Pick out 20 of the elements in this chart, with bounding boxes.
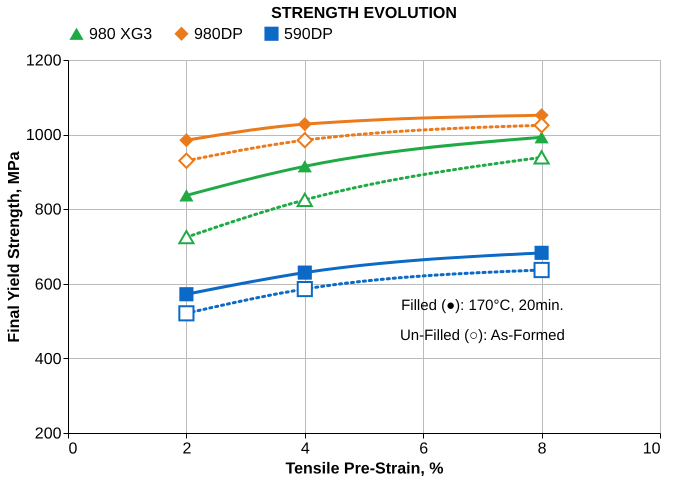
y-tick-label: 1000 bbox=[26, 127, 62, 144]
x-tick-label: 8 bbox=[538, 440, 547, 458]
y-tick-label: 800 bbox=[34, 202, 62, 219]
y-tick-label: 600 bbox=[34, 276, 62, 294]
x-tick-label: 0 bbox=[68, 440, 78, 458]
annotation: Un-Filled (○): As-Formed bbox=[400, 326, 565, 344]
legend-label: 590DP bbox=[284, 26, 333, 43]
x-axis-title: Tensile Pre-Strain, % bbox=[286, 460, 444, 478]
y-tick-label: 400 bbox=[34, 350, 62, 368]
y-tick-label: 1200 bbox=[26, 52, 62, 70]
x-tick-label: 2 bbox=[182, 440, 192, 458]
x-tick-label: 10 bbox=[642, 440, 661, 458]
x-tick-label: 4 bbox=[300, 440, 310, 458]
legend-label: 980 XG3 bbox=[89, 26, 152, 43]
x-tick-label: 6 bbox=[419, 440, 428, 458]
legend-label: 980DP bbox=[194, 26, 243, 43]
annotation: Filled (●): 170°C, 20min. bbox=[401, 296, 564, 314]
y-axis-title: Final Yield Strength, MPa bbox=[6, 151, 23, 343]
y-tick-label: 200 bbox=[34, 426, 62, 442]
chart-title: STRENGTH EVOLUTION bbox=[271, 5, 457, 22]
